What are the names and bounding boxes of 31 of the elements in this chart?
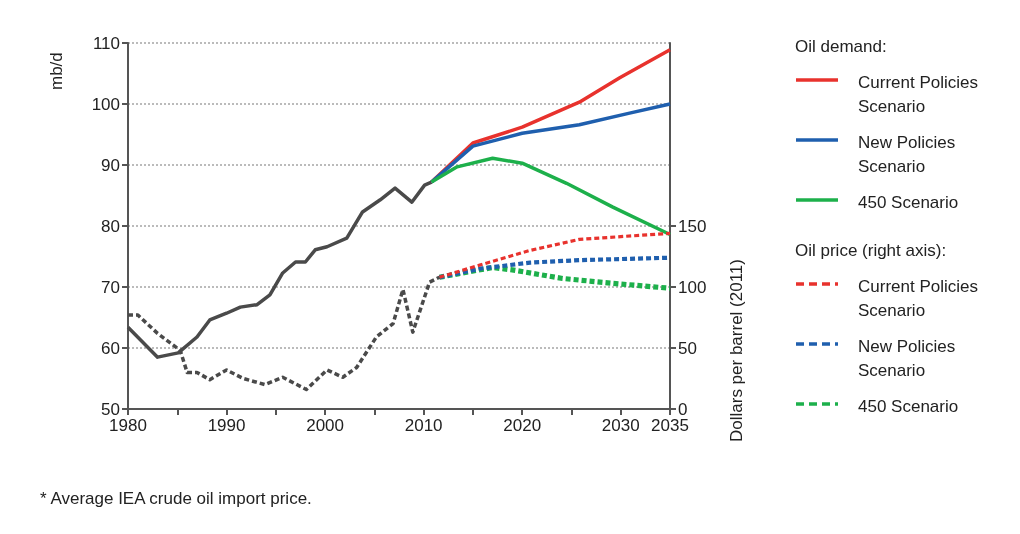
text: Oil price (right axis): bbox=[795, 241, 947, 260]
y-tick-label: 90 bbox=[101, 155, 120, 175]
y2-tick-label: 50 bbox=[678, 338, 697, 358]
y-tick-label: 110 bbox=[92, 33, 120, 53]
y-tick-label: 80 bbox=[101, 216, 120, 236]
y-tick-label: 50 bbox=[101, 399, 120, 419]
line-series bbox=[437, 231, 672, 279]
y2-tick-label: 100 bbox=[678, 277, 707, 297]
y2-tick-label: 0 bbox=[678, 399, 688, 419]
y2-axis-title: Dollars per barrel (2011) bbox=[726, 259, 746, 442]
legend-label: Current Policies Scenario bbox=[858, 276, 983, 320]
legend-label: 450 Scenario bbox=[858, 396, 959, 416]
legend-label: 450 Scenario bbox=[858, 192, 959, 212]
text: * Average IEA crude oil import price. bbox=[40, 489, 312, 508]
x-tick-label: 2035 bbox=[651, 416, 689, 435]
line-series bbox=[429, 156, 672, 237]
legend-label: New Policies Scenario bbox=[858, 132, 961, 176]
y2-tick-label: 150 bbox=[678, 216, 707, 236]
x-tick-label: 2030 bbox=[601, 416, 640, 435]
legend-label: New Policies Scenario bbox=[858, 336, 961, 380]
x-tick-label: 2020 bbox=[503, 416, 542, 435]
y-tick-label: 100 bbox=[91, 94, 120, 114]
x-tick-label: 2000 bbox=[306, 416, 344, 435]
y-axis-title: mb/d bbox=[46, 52, 66, 90]
y-tick-label: 70 bbox=[101, 277, 120, 297]
y-tick-label: 60 bbox=[101, 338, 120, 358]
text: Oil demand: bbox=[795, 37, 887, 56]
x-tick-label: 1990 bbox=[207, 416, 246, 435]
x-tick-label: 2010 bbox=[404, 416, 443, 435]
x-tick-label: 1980 bbox=[109, 416, 147, 435]
legend-label: Current Policies Scenario bbox=[858, 72, 983, 116]
